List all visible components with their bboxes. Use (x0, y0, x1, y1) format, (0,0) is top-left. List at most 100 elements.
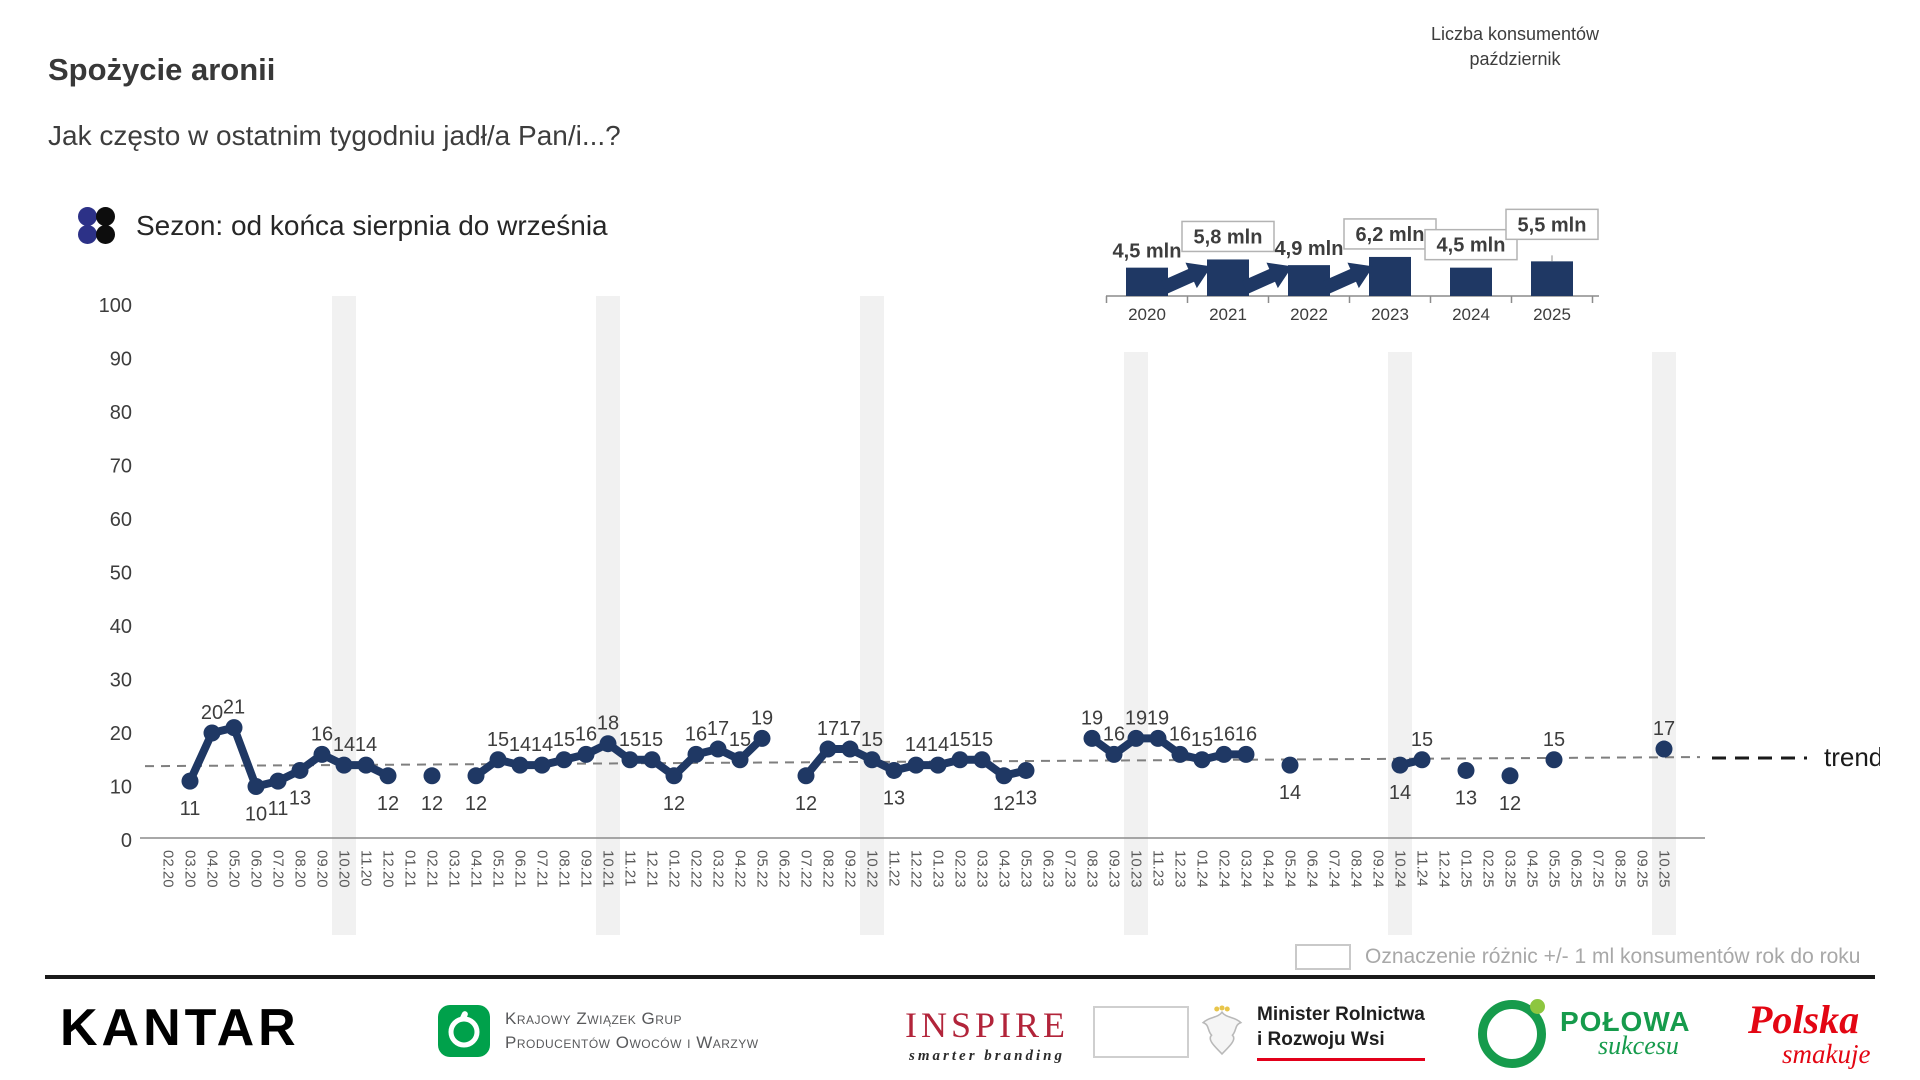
x-tick-label: 04.21 (468, 850, 485, 888)
x-tick-label: 12.21 (644, 850, 661, 888)
point-value-label: 15 (861, 729, 883, 751)
point-value-label: 14 (531, 734, 553, 756)
data-point (511, 756, 529, 774)
y-tick-label: 80 (110, 402, 132, 424)
x-tick-label: 10.23 (1128, 850, 1145, 888)
data-point (841, 740, 859, 758)
point-value-label: 12 (663, 793, 685, 815)
x-tick-label: 09.24 (1370, 850, 1387, 888)
data-point (1457, 761, 1475, 779)
point-value-label: 20 (201, 702, 223, 724)
x-tick-label: 10.25 (1656, 850, 1673, 888)
data-point (555, 751, 573, 769)
data-point (1193, 751, 1211, 769)
october-band (332, 296, 356, 935)
x-tick-label: 04.25 (1524, 850, 1541, 888)
data-point (467, 767, 485, 785)
value-label: 4,9 mln (1275, 238, 1344, 260)
x-tick-label: 10.22 (864, 850, 881, 888)
point-value-label: 15 (641, 729, 663, 751)
data-point (1215, 745, 1233, 763)
point-value-label: 18 (597, 713, 619, 735)
point-value-label: 14 (1279, 782, 1301, 804)
data-point (1391, 756, 1409, 774)
data-point (797, 767, 815, 785)
kzg-logo-icon (438, 1005, 490, 1057)
y-tick-label: 30 (110, 670, 132, 692)
x-tick-label: 06.23 (1040, 850, 1057, 888)
point-value-label: 14 (927, 734, 949, 756)
point-value-label: 14 (1389, 782, 1411, 804)
data-point (907, 756, 925, 774)
point-value-label: 16 (685, 723, 707, 745)
data-point (1083, 729, 1101, 747)
x-tick-label: 09.21 (578, 850, 595, 888)
x-tick-label: 05.20 (226, 850, 243, 888)
data-point (929, 756, 947, 774)
consumer-bar (1450, 267, 1492, 296)
value-box (1343, 218, 1437, 250)
person-blue-body (78, 225, 97, 244)
x-tick-label: 07.20 (270, 850, 287, 888)
data-point (687, 745, 705, 763)
point-value-label: 12 (795, 793, 817, 815)
data-point (181, 772, 199, 790)
point-value-label: 11 (268, 798, 289, 820)
y-tick-label: 100 (99, 295, 132, 317)
data-point (863, 751, 881, 769)
consumers-chart-title: Liczba konsumentów październik (1380, 22, 1650, 72)
increase-arrow-icon (1160, 262, 1212, 294)
data-point (1655, 740, 1673, 758)
minister-line1: Minister Rolnictwa (1257, 1004, 1425, 1025)
x-tick-label: 02.23 (952, 850, 969, 888)
point-value-label: 14 (333, 734, 355, 756)
data-point (599, 735, 617, 753)
minister-blank-box (1093, 1005, 1189, 1058)
x-tick-label: 04.23 (996, 850, 1013, 888)
x-tick-label: 06.25 (1568, 850, 1585, 888)
value-label: 6,2 mln (1356, 224, 1425, 246)
sukcesu-word: sukcesu (1598, 1031, 1679, 1060)
x-tick-label: 01.25 (1458, 850, 1475, 888)
x-tick-label: 03.25 (1502, 850, 1519, 888)
point-value-label: 12 (465, 793, 487, 815)
point-value-label: 12 (377, 793, 399, 815)
point-value-label: 13 (289, 787, 311, 809)
x-tick-label: 07.23 (1062, 850, 1079, 888)
x-tick-label: 03.21 (446, 850, 463, 888)
consumption-line-chart: 0 10 20 30 40 50 60 70 80 90 100 02.20 03.20 04.20 05.… (99, 295, 1880, 935)
data-point (379, 767, 397, 785)
difference-swatch-icon (1295, 944, 1351, 970)
trend-line (144, 756, 1701, 768)
person-black-body (96, 225, 115, 244)
data-point (533, 756, 551, 774)
x-tick-label: 12.24 (1436, 850, 1453, 888)
data-point (1501, 767, 1519, 785)
consumers-title-line2: październik (1469, 49, 1561, 69)
minister-logo: Minister Rolnictwa i Rozwoju Wsi (1093, 1002, 1425, 1061)
data-point (819, 740, 837, 758)
point-value-label: 13 (1455, 787, 1477, 809)
footer-divider (45, 975, 1875, 979)
data-point (1127, 729, 1145, 747)
october-band (1124, 352, 1148, 935)
point-value-label: 17 (817, 718, 839, 740)
year-label: 2021 (1209, 305, 1247, 324)
person-blue-head (78, 207, 97, 226)
season-legend: Sezon: od końca sierpnia do września (78, 206, 608, 246)
consumer-bar (1126, 267, 1168, 296)
value-label: 4,5 mln (1113, 241, 1182, 263)
point-value-label: 15 (949, 729, 971, 751)
value-label: 5,8 mln (1194, 226, 1263, 248)
point-value-label: 15 (619, 729, 641, 751)
year-label: 2023 (1371, 305, 1409, 324)
october-band (1388, 352, 1412, 935)
point-value-label: 16 (1103, 723, 1125, 745)
x-tick-label: 03.23 (974, 850, 991, 888)
point-value-label: 17 (707, 718, 729, 740)
data-point (225, 719, 243, 737)
october-band (596, 296, 620, 935)
point-value-label: 15 (1411, 729, 1433, 751)
x-tick-label: 10.21 (600, 850, 617, 888)
data-point (709, 740, 727, 758)
